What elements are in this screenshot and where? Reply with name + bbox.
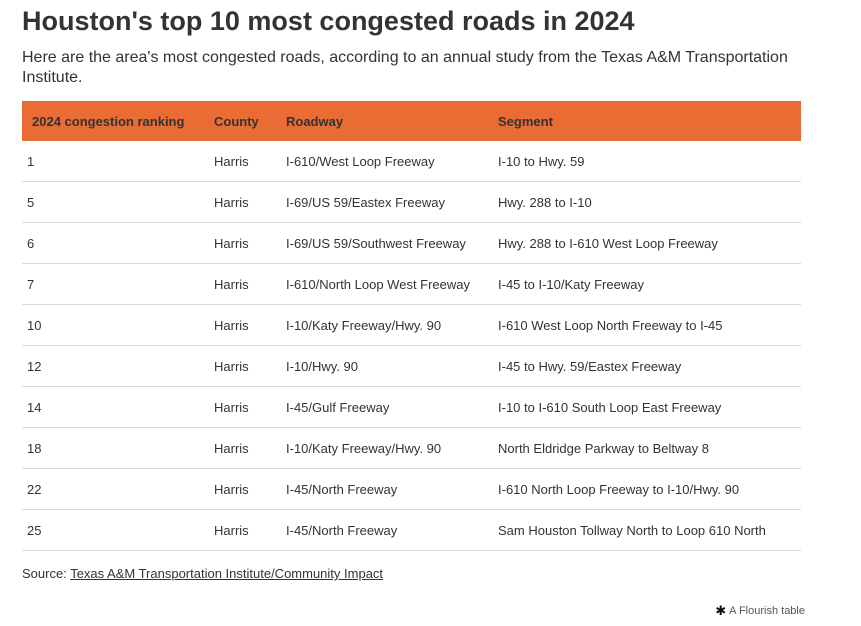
cell-roadway: I-10/Katy Freeway/Hwy. 90 [281, 304, 493, 346]
cell-segment: I-10 to I-610 South Loop East Freeway [493, 386, 801, 428]
cell-segment: I-610 North Loop Freeway to I-10/Hwy. 90 [493, 468, 801, 510]
cell-county: Harris [209, 181, 281, 223]
cell-ranking: 12 [22, 345, 209, 387]
cell-county: Harris [209, 427, 281, 469]
cell-roadway: I-69/US 59/Southwest Freeway [281, 222, 493, 264]
cell-segment: North Eldridge Parkway to Beltway 8 [493, 427, 801, 469]
cell-roadway: I-610/North Loop West Freeway [281, 263, 493, 305]
table-row: 14 Harris I-45/Gulf Freeway I-10 to I-610 S… [22, 386, 801, 428]
column-header-segment[interactable]: Segment [498, 113, 553, 129]
table-row: 1 Harris I-610/West Loop Freeway I-10 to Hw… [22, 141, 801, 182]
cell-segment: Hwy. 288 to I-610 West Loop Freeway [493, 222, 801, 264]
table-row: 22 Harris I-45/North Freeway I-610 North Lo… [22, 468, 801, 510]
source-prefix: Source: [22, 566, 71, 581]
page-subtitle: Here are the area's most congested roads… [22, 49, 788, 86]
cell-county: Harris [209, 304, 281, 346]
cell-ranking: 18 [22, 427, 209, 469]
cell-county: Harris [209, 386, 281, 428]
table-row: 25 Harris I-45/North Freeway Sam Houston To… [22, 509, 801, 551]
cell-roadway: I-10/Katy Freeway/Hwy. 90 [281, 427, 493, 469]
cell-ranking: 7 [22, 263, 209, 305]
column-header-county[interactable]: County [214, 113, 259, 129]
cell-roadway: I-45/North Freeway [281, 468, 493, 510]
cell-ranking: 25 [22, 509, 209, 551]
source-note: Source: Texas A&M Transportation Institu… [22, 566, 383, 581]
cell-county: Harris [209, 509, 281, 551]
cell-roadway: I-45/Gulf Freeway [281, 386, 493, 428]
cell-ranking: 14 [22, 386, 209, 428]
flourish-asterisk-icon: ✱ [715, 603, 727, 618]
table-row: 12 Harris I-10/Hwy. 90 I-45 to Hwy. 59/East… [22, 345, 801, 387]
table-row: 7 Harris I-610/North Loop West Freeway I-45… [22, 263, 801, 305]
cell-ranking: 6 [22, 222, 209, 264]
table-row: 10 Harris I-10/Katy Freeway/Hwy. 90 I-610 W… [22, 304, 801, 346]
cell-roadway: I-10/Hwy. 90 [281, 345, 493, 387]
table-row: 6 Harris I-69/US 59/Southwest Freeway Hwy. … [22, 222, 801, 264]
cell-segment: I-45 to I-10/Katy Freeway [493, 263, 801, 305]
page-title: Houston's top 10 most congested roads in… [22, 6, 635, 36]
congestion-table: 2024 congestion ranking County Roadway S… [22, 101, 801, 551]
cell-county: Harris [209, 345, 281, 387]
cell-ranking: 5 [22, 181, 209, 223]
cell-ranking: 10 [22, 304, 209, 346]
table-row: 5 Harris I-69/US 59/Eastex Freeway Hwy. 288… [22, 181, 801, 223]
cell-county: Harris [209, 468, 281, 510]
cell-segment: Hwy. 288 to I-10 [493, 181, 801, 223]
source-link[interactable]: Texas A&M Transportation Institute/Commu… [70, 566, 384, 581]
flourish-credit[interactable]: ✱ A Flourish table [715, 603, 805, 619]
cell-ranking: 22 [22, 468, 209, 510]
cell-segment: I-45 to Hwy. 59/Eastex Freeway [493, 345, 801, 387]
cell-roadway: I-45/North Freeway [281, 509, 493, 551]
table-body: 1 Harris I-610/West Loop Freeway I-10 to Hw… [22, 141, 801, 551]
cell-county: Harris [209, 141, 281, 182]
cell-county: Harris [209, 263, 281, 305]
column-header-roadway[interactable]: Roadway [286, 113, 344, 129]
cell-segment: I-10 to Hwy. 59 [493, 141, 801, 182]
table-row: 18 Harris I-10/Katy Freeway/Hwy. 90 North E… [22, 427, 801, 469]
column-header-ranking[interactable]: 2024 congestion ranking [32, 113, 185, 129]
flourish-credit-text: A Flourish table [729, 605, 805, 617]
cell-segment: I-610 West Loop North Freeway to I-45 [493, 304, 801, 346]
cell-segment: Sam Houston Tollway North to Loop 610 No… [493, 509, 801, 551]
table-header-row: 2024 congestion ranking County Roadway S… [22, 101, 801, 141]
cell-roadway: I-610/West Loop Freeway [281, 141, 493, 182]
cell-county: Harris [209, 222, 281, 264]
cell-ranking: 1 [22, 141, 209, 182]
cell-roadway: I-69/US 59/Eastex Freeway [281, 181, 493, 223]
